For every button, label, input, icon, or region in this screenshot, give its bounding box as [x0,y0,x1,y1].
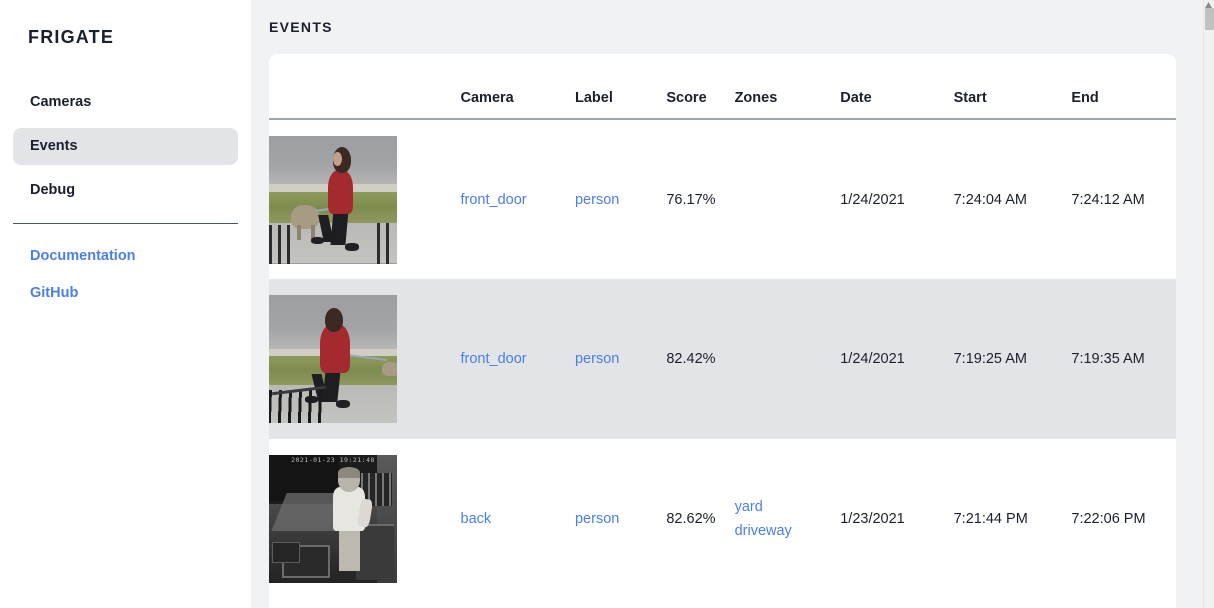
table-row[interactable]: front_door person 82.42% 1/24/2021 7:19:… [269,279,1176,439]
zone-link[interactable]: driveway [734,523,792,539]
event-thumbnail-image[interactable] [269,295,397,423]
cell-score: 82.42% [666,351,716,367]
cell-zones [735,279,841,439]
sidebar-link-documentation[interactable]: Documentation [13,238,238,275]
label-link[interactable]: person [574,511,620,527]
cell-date: 1/23/2021 [840,511,905,527]
sidebar-link-label-documentation: Documentation [30,248,136,264]
app-brand-title: FRIGATE [28,27,115,47]
cell-label[interactable]: person [575,439,666,599]
events-table-head: Camera Label Score Zones Date Start End [269,54,1176,120]
cell-label[interactable]: person [575,119,666,279]
column-header-score[interactable]: Score [666,54,735,120]
cell-end: 7:22:06 PM [1071,511,1146,527]
cell-zones: yard driveway [735,439,841,599]
column-header-camera[interactable]: Camera [460,54,575,120]
cell-end: 7:19:35 AM [1071,351,1145,367]
cell-start: 7:19:25 AM [953,351,1027,367]
camera-link[interactable]: front_door [460,191,527,208]
cell-score: 76.17% [666,191,716,208]
cell-thumbnail[interactable] [269,119,461,279]
sidebar-item-label-debug: Debug [30,182,76,198]
cell-end: 7:24:12 AM [1071,191,1145,208]
table-header-row: Camera Label Score Zones Date Start End [269,54,1176,120]
cell-start: 7:24:04 AM [953,191,1027,208]
cell-zones [735,119,841,279]
column-header-start[interactable]: Start [953,54,1072,120]
thumbnail-timestamp-overlay: 2021-01-23 19:21:48 [291,456,375,464]
cell-camera[interactable]: front_door [461,119,575,279]
sidebar: FRIGATE Cameras Events Debug Documentati… [0,0,251,608]
label-link[interactable]: person [574,191,620,208]
cell-thumbnail[interactable]: 2021-01-23 19:21:48 [269,439,461,599]
sidebar-link-label-github: GitHub [30,285,79,301]
cell-date: 1/24/2021 [840,191,905,208]
cell-date: 1/24/2021 [840,351,905,367]
main-content: EVENTS Camera Label Score Zones Date Sta… [251,0,1214,608]
camera-link[interactable]: back [460,511,492,527]
page-title: EVENTS [269,19,333,35]
sidebar-item-events[interactable]: Events [13,128,238,165]
scrollbar-thumb[interactable] [1205,8,1214,30]
column-header-end[interactable]: End [1071,54,1176,120]
event-thumbnail-image[interactable] [269,135,397,264]
label-link[interactable]: person [574,351,620,367]
column-header-date[interactable]: Date [840,54,954,120]
sidebar-item-label-cameras: Cameras [30,94,92,110]
cell-camera[interactable]: back [461,439,575,599]
events-table-body: front_door person 76.17% 1/24/2021 7:24:… [269,119,1176,599]
sidebar-link-github[interactable]: GitHub [13,275,238,312]
events-card: Camera Label Score Zones Date Start End [269,54,1176,608]
cell-camera[interactable]: front_door [461,279,575,439]
column-header-zones[interactable]: Zones [734,54,841,120]
sidebar-item-cameras[interactable]: Cameras [13,84,238,121]
sidebar-item-label-events: Events [30,138,78,154]
cell-start: 7:21:44 PM [953,511,1028,527]
scrollbar-up-arrow-icon[interactable] [1204,1,1213,9]
sidebar-divider [13,223,238,224]
zone-link[interactable]: yard [734,499,763,515]
table-row[interactable]: 2021-01-23 19:21:48 back person 82.62% [269,439,1176,599]
page-scrollbar[interactable] [1203,0,1214,608]
events-table: Camera Label Score Zones Date Start End [269,54,1176,599]
cell-score: 82.62% [666,511,716,527]
event-thumbnail-image[interactable]: 2021-01-23 19:21:48 [269,455,397,583]
camera-link[interactable]: front_door [460,351,527,367]
cell-thumbnail[interactable] [269,279,461,439]
sidebar-nav: Cameras Events Debug Documentation GitHu… [0,84,251,312]
column-header-thumbnail[interactable] [269,54,461,120]
column-header-label[interactable]: Label [574,54,667,120]
zones-list: yard driveway [735,495,841,543]
table-row[interactable]: front_door person 76.17% 1/24/2021 7:24:… [269,119,1176,279]
cell-label[interactable]: person [575,279,666,439]
sidebar-item-debug[interactable]: Debug [13,172,238,209]
